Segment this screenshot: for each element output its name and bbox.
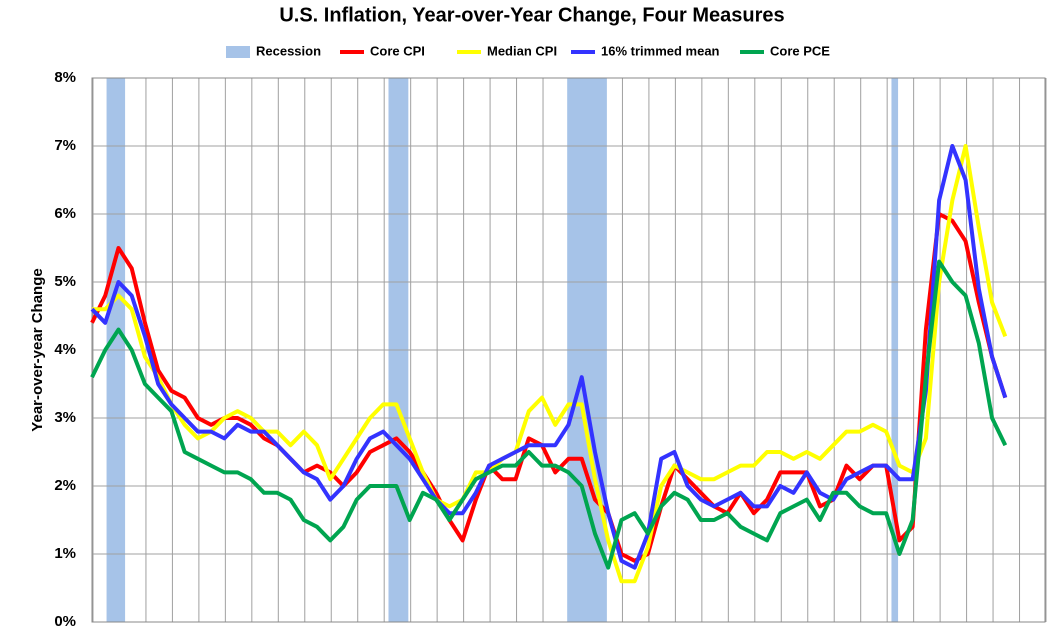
- legend-swatch: [226, 46, 250, 58]
- legend-label: Core CPI: [370, 43, 425, 58]
- plot-frame: [91, 77, 1046, 623]
- series-line: [90, 212, 1008, 563]
- y-tick-label: 7%: [54, 137, 76, 154]
- series-line: [90, 259, 1008, 570]
- y-tick-label: 8%: [54, 69, 76, 86]
- legend-label: Recession: [256, 43, 321, 58]
- legend-label: Core PCE: [770, 43, 830, 58]
- series-line: [90, 144, 1008, 570]
- y-axis-label: Year-over-year Change: [29, 268, 46, 431]
- legend-label: Median CPI: [487, 43, 557, 58]
- y-tick-label: 2%: [54, 477, 76, 494]
- y-tick-label: 4%: [54, 341, 76, 358]
- chart-title: U.S. Inflation, Year-over-Year Change, F…: [279, 4, 784, 26]
- series-line: [92, 144, 1008, 584]
- y-tick-label: 0%: [54, 613, 76, 630]
- y-tick-label: 6%: [54, 205, 76, 222]
- y-tick-label: 5%: [54, 273, 76, 290]
- legend-label: 16% trimmed mean: [601, 43, 720, 58]
- y-tick-label: 1%: [54, 545, 76, 562]
- y-tick-label: 3%: [54, 409, 76, 426]
